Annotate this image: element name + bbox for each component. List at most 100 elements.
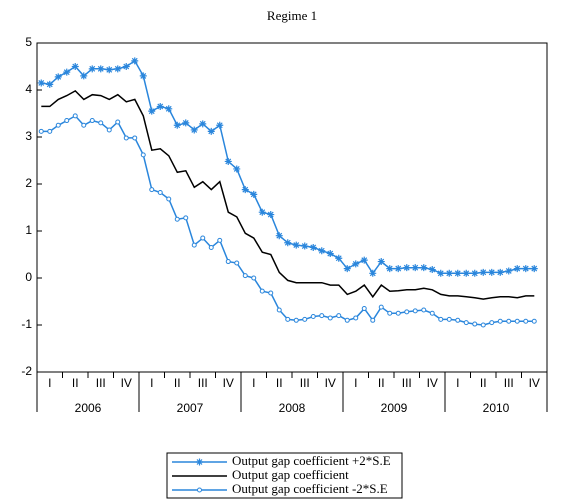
circle-marker (55, 122, 61, 128)
x-tick-label: I (252, 376, 255, 390)
star-marker (182, 119, 190, 127)
y-tick-label: 4 (25, 82, 32, 96)
x-tick-label: I (48, 376, 51, 390)
circle-marker (412, 308, 418, 314)
circle-marker (327, 315, 333, 321)
star-marker (488, 268, 496, 276)
year-label: 2008 (279, 401, 306, 415)
star-marker (292, 241, 300, 249)
x-tick-label: II (480, 376, 487, 390)
star-marker (471, 269, 479, 277)
star-marker (284, 239, 292, 247)
circle-marker (463, 320, 469, 326)
circle-marker (506, 318, 512, 324)
star-marker (462, 269, 470, 277)
x-tick-label: IV (427, 376, 438, 390)
star-marker (420, 264, 428, 272)
star-marker (318, 247, 326, 255)
star-marker (63, 68, 71, 76)
star-marker (522, 265, 530, 273)
circle-marker (251, 275, 257, 281)
circle-marker (191, 242, 197, 248)
star-marker (165, 105, 173, 113)
y-tick-label: 2 (25, 176, 32, 190)
legend-label: Output gap coefficient (232, 467, 349, 482)
circle-marker (472, 321, 478, 327)
circle-marker (123, 135, 129, 141)
y-tick-label: 0 (25, 270, 32, 284)
x-tick-label: III (402, 376, 412, 390)
circle-marker (523, 318, 529, 324)
y-tick-label: -1 (21, 317, 32, 331)
circle-marker (404, 309, 410, 315)
star-marker (386, 265, 394, 273)
star-marker (326, 250, 334, 258)
circle-marker (89, 118, 95, 124)
x-tick-label: III (504, 376, 514, 390)
circle-marker (370, 317, 376, 323)
circle-marker (115, 119, 121, 125)
circle-marker (225, 259, 231, 265)
circle-marker (72, 113, 78, 119)
circle-marker (276, 307, 282, 313)
star-marker (88, 65, 96, 73)
x-tick-label: IV (529, 376, 540, 390)
star-marker (454, 269, 462, 277)
circle-marker (319, 313, 325, 319)
star-marker (335, 254, 343, 262)
circle-marker (455, 317, 461, 323)
circle-marker (259, 288, 265, 294)
x-tick-label: III (96, 376, 106, 390)
star-marker (301, 242, 309, 250)
year-label: 2010 (483, 401, 510, 415)
chart-title: Regime 1 (267, 8, 317, 23)
star-marker (258, 208, 266, 216)
star-marker (122, 63, 130, 70)
star-marker (428, 266, 436, 274)
circle-marker (106, 127, 112, 133)
x-tick-label: I (354, 376, 357, 390)
circle-marker (293, 317, 299, 323)
circle-marker (446, 316, 452, 322)
star-marker (131, 57, 139, 65)
star-marker (105, 66, 113, 74)
circle-marker (217, 237, 223, 243)
x-tick-label: IV (223, 376, 234, 390)
y-tick-label: 3 (25, 129, 32, 143)
circle-marker (268, 290, 274, 296)
star-marker (196, 458, 203, 466)
circle-marker (38, 128, 44, 134)
star-marker (71, 63, 79, 70)
star-marker (309, 243, 317, 251)
star-marker (479, 268, 487, 276)
circle-marker (285, 316, 291, 322)
circle-marker (344, 317, 350, 323)
star-marker (224, 157, 232, 165)
circle-marker (197, 487, 202, 493)
circle-marker (64, 118, 70, 124)
star-marker (190, 126, 198, 134)
star-marker (139, 72, 147, 80)
star-marker (250, 190, 258, 198)
circle-marker (497, 318, 503, 324)
x-tick-label: II (174, 376, 181, 390)
star-marker (46, 80, 54, 88)
star-marker (267, 211, 275, 219)
star-marker (530, 265, 538, 273)
circle-marker (421, 307, 427, 313)
star-marker (505, 267, 513, 275)
circle-marker (183, 215, 189, 221)
star-marker (352, 260, 360, 268)
circle-marker (81, 122, 87, 128)
star-marker (275, 232, 283, 240)
circle-marker (242, 273, 248, 279)
y-tick-label: 5 (25, 35, 32, 49)
star-marker (54, 73, 62, 81)
x-tick-label: I (150, 376, 153, 390)
circle-marker (310, 314, 316, 320)
star-marker (394, 265, 402, 273)
star-marker (369, 269, 377, 277)
circle-marker (387, 310, 393, 316)
